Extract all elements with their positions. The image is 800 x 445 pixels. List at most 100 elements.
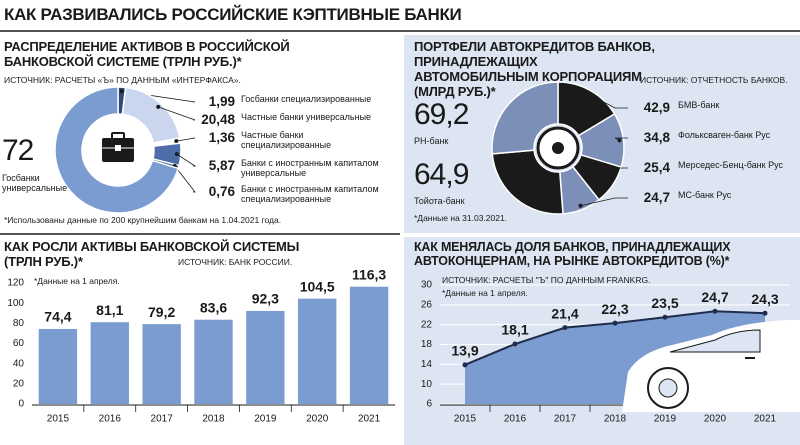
category-label: Банки с иностранным капиталом специализи… bbox=[241, 184, 379, 205]
page-title: КАК РАЗВИВАЛИСЬ РОССИЙСКИЕ КЭПТИВНЫЕ БАН… bbox=[4, 5, 462, 24]
value-label: 24,3 bbox=[751, 291, 778, 307]
value-label: 24,7 bbox=[701, 289, 728, 305]
point bbox=[662, 314, 668, 320]
value-label: 25,4 bbox=[643, 160, 670, 175]
y-tick-label: 18 bbox=[421, 339, 433, 350]
value-label: 34,8 bbox=[643, 130, 670, 145]
x-tick-label: 2020 bbox=[306, 414, 329, 425]
leader-dot bbox=[586, 92, 591, 97]
source: ИСТОЧНИК: РАСЧЕТЫ "Ъ" ПО ДАННЫМ FRANKRG. bbox=[442, 275, 651, 285]
pie-slice bbox=[491, 149, 564, 215]
value-label: 79,2 bbox=[148, 304, 175, 320]
bar bbox=[90, 322, 129, 404]
pie-slice bbox=[54, 86, 180, 214]
x-tick-label: 2018 bbox=[604, 414, 627, 425]
leader-dot bbox=[617, 138, 622, 143]
category-label: Госбанки универсальные bbox=[2, 173, 68, 194]
footnote: *Данные на 1 апреля. bbox=[34, 276, 120, 286]
marks: 0 20 40 60 80 100 120 2015 2016 2017 2018 2019 2020 2… bbox=[7, 81, 790, 425]
category-label: Частные банки универсальные bbox=[241, 112, 372, 122]
value-label: 23,5 bbox=[651, 295, 678, 311]
x-tick-label: 2017 bbox=[554, 414, 577, 425]
value-label: 0,76 bbox=[208, 184, 235, 199]
category-label: БМВ-банк bbox=[678, 100, 720, 110]
pie-slice bbox=[121, 86, 181, 144]
point bbox=[562, 325, 568, 331]
x-tick-label: 2016 bbox=[504, 414, 527, 425]
footnote: *Данные на 1 апреля. bbox=[442, 288, 528, 298]
value-label: 64,9 bbox=[414, 158, 469, 191]
x-tick-label: 2020 bbox=[704, 414, 727, 425]
leader-dot bbox=[607, 180, 612, 185]
y-tick-label: 0 bbox=[18, 399, 24, 410]
bar bbox=[142, 324, 181, 404]
bar bbox=[246, 310, 285, 404]
y-tick-label: 22 bbox=[421, 319, 433, 330]
value-label: 24,7 bbox=[643, 190, 670, 205]
briefcase-icon bbox=[102, 132, 134, 162]
leader-line bbox=[176, 153, 197, 167]
value-label: 1,99 bbox=[208, 94, 235, 109]
source: ИСТОЧНИК: БАНК РОССИИ. bbox=[178, 257, 293, 267]
value-label: 13,9 bbox=[451, 343, 478, 359]
value-label: 22,3 bbox=[601, 301, 628, 317]
panel-title: РАСПРЕДЕЛЕНИЕ АКТИВОВ В РОССИЙСКОЙ БАНКО… bbox=[4, 39, 290, 69]
value-label: 116,3 bbox=[352, 266, 386, 282]
x-tick-label: 2015 bbox=[454, 414, 477, 425]
bar bbox=[38, 328, 78, 404]
y-tick-label: 20 bbox=[13, 378, 25, 389]
category-label: Госбанки специализированные bbox=[241, 94, 372, 104]
car-silhouette bbox=[622, 320, 800, 412]
leader-line bbox=[588, 93, 628, 109]
bar bbox=[298, 298, 337, 404]
source: ИСТОЧНИК: РАСЧЕТЫ «Ъ» ПО ДАННЫМ «ИНТЕРФА… bbox=[4, 75, 241, 85]
footnote: *Использованы данные по 200 крупнейшим б… bbox=[4, 215, 282, 225]
value-label: 1,36 bbox=[208, 130, 235, 145]
y-tick-label: 40 bbox=[13, 358, 25, 369]
y-tick-label: 100 bbox=[7, 298, 24, 309]
value-label: 81,1 bbox=[96, 302, 123, 318]
footnote: *Данные на 31.03.2021. bbox=[414, 213, 508, 223]
category-label: Фольксваген-банк Рус bbox=[678, 130, 771, 140]
category-label: МС-банк Рус bbox=[678, 190, 732, 200]
value-label: 92,3 bbox=[252, 291, 279, 307]
bar bbox=[194, 319, 233, 404]
x-tick-label: 2021 bbox=[358, 414, 381, 425]
panel-title: ПОРТФЕЛИ АВТОКРЕДИТОВ БАНКОВ, ПРИНАДЛЕЖА… bbox=[414, 39, 655, 99]
leader-dot bbox=[174, 139, 179, 144]
value-label: 72 bbox=[2, 134, 34, 167]
panel-title: КАК МЕНЯЛАСЬ ДОЛЯ БАНКОВ, ПРИНАДЛЕЖАЩИХ … bbox=[414, 240, 731, 269]
category-label: РН-банк bbox=[414, 136, 449, 146]
value-label: 42,9 bbox=[643, 100, 670, 115]
source: ИСТОЧНИК: ОТЧЕТНОСТЬ БАНКОВ. bbox=[640, 75, 788, 85]
x-tick-label: 2019 bbox=[254, 414, 277, 425]
leader-line bbox=[176, 137, 196, 142]
value-label: 83,6 bbox=[200, 299, 227, 315]
point bbox=[612, 320, 618, 326]
leader-dot bbox=[578, 203, 583, 208]
point bbox=[462, 362, 468, 368]
bar bbox=[349, 286, 389, 404]
panel-title: КАК РОСЛИ АКТИВЫ БАНКОВСКОЙ СИСТЕМЫ (ТРЛ… bbox=[4, 239, 300, 269]
x-tick-label: 2015 bbox=[47, 414, 70, 425]
category-label: Частные банки специализированные bbox=[241, 130, 332, 151]
y-tick-label: 60 bbox=[13, 338, 25, 349]
x-tick-label: 2017 bbox=[151, 414, 174, 425]
leader-line bbox=[174, 165, 196, 193]
category-label: Банки с иностранным капиталом универсаль… bbox=[241, 158, 379, 179]
value-label: 5,87 bbox=[208, 158, 235, 173]
y-tick-label: 10 bbox=[421, 379, 433, 390]
value-label: 21,4 bbox=[551, 305, 578, 321]
y-tick-label: 26 bbox=[421, 299, 433, 310]
value-label: 69,2 bbox=[414, 98, 469, 131]
point bbox=[762, 310, 768, 316]
leader-line bbox=[580, 197, 628, 207]
x-tick-label: 2016 bbox=[99, 414, 122, 425]
value-label: 104,5 bbox=[300, 278, 335, 294]
x-tick-label: 2021 bbox=[754, 414, 777, 425]
y-tick-label: 6 bbox=[426, 399, 432, 410]
leader-line bbox=[608, 167, 628, 184]
wheel-hub bbox=[552, 142, 564, 154]
